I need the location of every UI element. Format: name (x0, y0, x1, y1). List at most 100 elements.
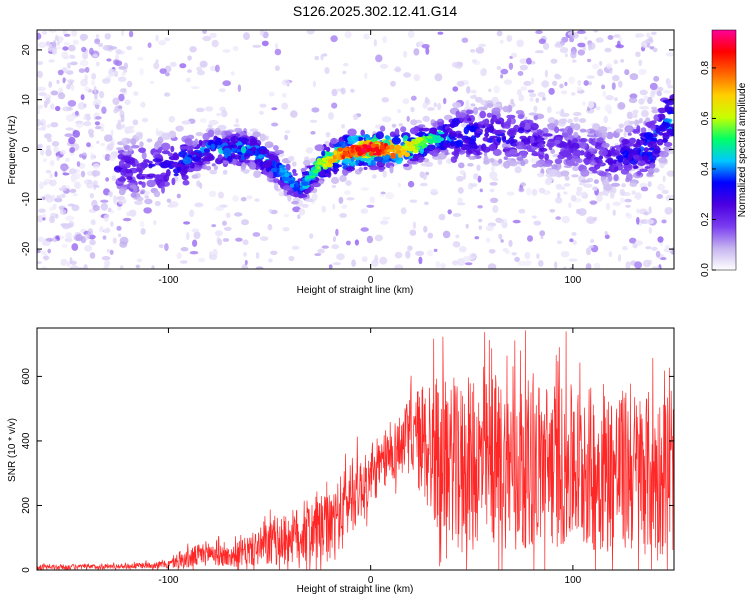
spectrogram-blob (426, 144, 436, 152)
spectrogram-blob (139, 141, 144, 148)
spectrogram-blob (486, 112, 492, 118)
spectrogram-blob (208, 119, 219, 126)
spectrogram-blob (643, 132, 654, 139)
spectrogram-blob (130, 192, 137, 198)
spectrogram-blob (588, 166, 598, 172)
noise-blob (222, 238, 230, 242)
noise-blob (346, 197, 355, 201)
spectrogram-blob (158, 161, 169, 168)
noise-blob (421, 44, 430, 49)
noise-blob (123, 69, 128, 73)
noise-blob (567, 118, 573, 124)
noise-blob (222, 220, 227, 226)
noise-blob (243, 252, 247, 257)
spectrogram-blob (148, 163, 153, 169)
spectrogram-blob (234, 127, 243, 133)
noise-blob (75, 121, 84, 128)
noise-blob (191, 228, 200, 233)
noise-blob (50, 90, 59, 96)
spectrogram-blob (602, 179, 610, 187)
spectrogram-blob (278, 191, 285, 197)
noise-blob (205, 106, 214, 112)
noise-blob (506, 35, 513, 42)
spectrogram-blob (345, 166, 356, 172)
noise-blob (614, 97, 618, 102)
noise-blob (498, 233, 503, 240)
noise-blob (217, 238, 223, 246)
spectrogram-blob (409, 127, 419, 135)
noise-blob (262, 31, 269, 39)
colorbar-tick-label: 0.6 (700, 111, 711, 125)
noise-blob (110, 129, 114, 137)
spectrogram-core (414, 139, 421, 144)
noise-blob (109, 249, 114, 255)
noise-blob (51, 141, 60, 147)
noise-blob (109, 141, 115, 146)
noise-blob (422, 102, 428, 109)
noise-blob (235, 237, 243, 242)
spectrogram-blob (596, 146, 605, 150)
noise-blob (76, 161, 81, 167)
noise-blob (606, 63, 612, 70)
noise-blob (524, 116, 528, 120)
noise-blob (321, 245, 329, 249)
noise-blob (90, 219, 96, 226)
noise-blob (602, 90, 607, 97)
y-tick-label: 0 (21, 567, 32, 573)
spectrogram-blob (516, 89, 522, 96)
noise-blob (612, 74, 620, 82)
spectrogram-blob (523, 119, 530, 124)
spectrogram-blob (632, 150, 639, 156)
noise-blob (609, 69, 613, 75)
spectrogram-blob (503, 156, 508, 161)
spectrogram-blob (580, 169, 590, 177)
noise-blob (64, 237, 73, 243)
noise-blob (70, 175, 77, 183)
noise-blob (87, 170, 94, 177)
noise-blob (52, 48, 58, 56)
noise-blob (193, 231, 201, 240)
noise-blob (438, 213, 446, 221)
noise-blob (483, 152, 488, 157)
noise-blob (331, 102, 338, 109)
noise-blob (560, 251, 570, 258)
noise-blob (663, 90, 671, 94)
spectrogram-blob (669, 96, 674, 102)
noise-blob (140, 228, 146, 235)
spectrogram-blob (584, 159, 590, 166)
noise-blob (646, 42, 651, 48)
noise-blob (100, 199, 109, 203)
noise-blob (281, 102, 289, 110)
noise-blob (147, 42, 152, 48)
spectrogram-blob (653, 168, 660, 173)
noise-blob (402, 98, 410, 105)
noise-blob (80, 33, 87, 42)
noise-blob (576, 190, 582, 197)
noise-blob (563, 191, 568, 195)
noise-blob (64, 133, 74, 138)
spectrogram-core (395, 145, 402, 150)
spectrogram-blob (613, 167, 619, 172)
noise-blob (102, 235, 107, 240)
spectrogram-blob (567, 127, 573, 136)
noise-blob (63, 78, 67, 82)
spectrogram-blob (297, 178, 303, 182)
noise-blob (40, 119, 47, 126)
spectrogram-blob (138, 181, 143, 185)
spectrogram-blob (664, 106, 670, 113)
noise-blob (489, 188, 495, 193)
spectrogram-core (438, 131, 445, 135)
noise-blob (271, 107, 278, 111)
y-tick-label: 600 (21, 368, 32, 385)
noise-blob (360, 227, 369, 232)
spectrogram-blob (389, 165, 394, 174)
spectrogram-blob (592, 186, 598, 192)
spectrogram-blob (232, 158, 237, 166)
noise-blob (189, 209, 195, 218)
noise-blob (452, 260, 459, 266)
noise-blob (351, 259, 356, 268)
noise-blob (621, 183, 626, 188)
noise-blob (486, 225, 494, 232)
spectrogram-blob (430, 119, 436, 123)
